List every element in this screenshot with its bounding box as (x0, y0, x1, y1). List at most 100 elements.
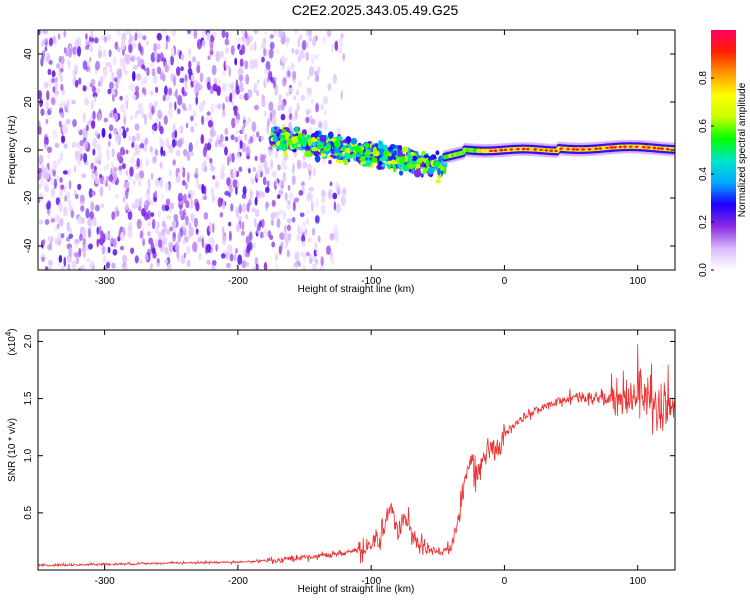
spectrogram-noise-cell (239, 58, 244, 67)
spectrogram-noise-cell (91, 190, 96, 196)
spectrogram-noise-cell (119, 95, 123, 101)
spectrogram-noise-cell (123, 115, 127, 125)
spectrogram-noise-cell (294, 251, 300, 261)
spectrogram-noise-cell (49, 37, 53, 46)
spectrogram-transition-cell (319, 136, 327, 143)
spectrogram-noise-cell (270, 219, 274, 227)
snr-multiplier-exp: 4 (4, 331, 13, 336)
spectrogram-noise-cell (134, 32, 138, 41)
spectrogram-noise-cell (232, 167, 237, 178)
spectrogram-noise-cell (160, 193, 164, 201)
spectrogram-noise-cell (164, 247, 168, 255)
spectrogram-transition-cell (435, 179, 441, 184)
spectrogram-noise-cell (58, 202, 63, 210)
spectrogram-noise-cell (48, 259, 53, 266)
spectrogram-noise-cell (291, 48, 295, 54)
spectrogram-noise-cell (224, 57, 228, 68)
spectrogram-noise-cell (106, 152, 111, 161)
spectrogram-noise-cell (214, 103, 218, 112)
spectrogram-noise-cell (159, 136, 162, 146)
spectrogram-noise-cell (85, 33, 88, 40)
spectrogram-noise-cell (90, 100, 94, 110)
spectrogram-noise-cell (87, 120, 93, 126)
spectrogram-noise-cell (172, 123, 176, 133)
spectrogram-noise-cell (116, 30, 121, 37)
spectrogram-noise-cell (63, 47, 67, 54)
spectrogram-noise-cell (233, 253, 237, 262)
spectrogram-transition-cell (320, 153, 327, 158)
spectrogram-noise-cell (210, 237, 215, 249)
spectrogram-noise-cell (148, 111, 153, 120)
spectrogram-noise-cell (211, 64, 217, 76)
snr-plot-area (38, 330, 675, 570)
spectrogram-noise-cell (200, 134, 205, 145)
spectrogram-noise-cell (63, 143, 68, 149)
spectrogram-noise-cell (77, 46, 81, 57)
spectrogram-noise-cell (296, 224, 301, 235)
spectrogram-noise-cell (241, 260, 247, 269)
spectrogram-transition-cell (397, 148, 402, 154)
spectrogram-noise-cell (245, 261, 250, 267)
spectrogram-noise-cell (99, 186, 104, 197)
spectrogram-noise-cell (275, 263, 279, 270)
spectrogram-line-peak (660, 147, 664, 150)
spectrogram-noise-cell (315, 258, 319, 266)
spectrogram-noise-cell (204, 143, 210, 151)
spectrogram-noise-cell (241, 221, 245, 231)
spectrogram-noise-cell (247, 117, 252, 124)
spectrogram-noise-cell (83, 152, 88, 163)
spectrogram-noise-cell (302, 154, 307, 161)
spectrogram-noise-cell (169, 226, 174, 232)
spectrogram-peak-cell (304, 150, 312, 158)
spectrogram-noise-cell (84, 45, 90, 51)
spectrogram-noise-cell (74, 243, 78, 249)
spectrogram-noise-cell (266, 76, 270, 83)
snr-chart: -300 -200 -100 0 100 0.5 1.0 1.5 2.0 Height of … (4, 328, 676, 595)
spectrogram-noise-cell (239, 81, 244, 92)
spectrogram-noise-cell (263, 228, 268, 238)
spectrogram-noise-cell (211, 129, 217, 137)
spectrogram-noise-cell (143, 89, 147, 96)
spectrogram-noise-cell (222, 110, 226, 118)
spectrogram-noise-cell (135, 85, 140, 92)
spectrogram-noise-cell (134, 172, 140, 181)
spectrogram-noise-cell (184, 182, 188, 190)
spectrogram-noise-cell (112, 93, 115, 102)
spectrogram-noise-cell (193, 30, 198, 39)
spectrogram-noise-cell (64, 195, 67, 203)
spectrogram-noise-cell (41, 256, 45, 263)
spectrogram-noise-cell (121, 40, 126, 48)
spectrogram-noise-cell (318, 121, 323, 129)
spectrogram-noise-cell (260, 135, 264, 141)
spectrogram-peak-cell (358, 150, 364, 156)
spectrogram-noise-cell (44, 266, 49, 270)
spectrogram-noise-cell (273, 30, 278, 37)
spectrogram-noise-cell (59, 189, 63, 199)
spectrogram-noise-cell (306, 75, 311, 81)
spectrogram-noise-cell (43, 82, 49, 89)
spectrogram-noise-cell (43, 30, 48, 35)
spectrogram-noise-cell (152, 192, 156, 201)
snr-y-axis: 0.5 1.0 1.5 2.0 (23, 334, 675, 520)
spectrogram-transition-cell (413, 169, 422, 178)
spectrogram-noise-cell (130, 156, 136, 165)
spectrogram-noise-cell (282, 174, 287, 183)
spectrogram-noise-cell (38, 30, 41, 36)
spectrogram-noise-cell (155, 86, 159, 94)
spectrogram-noise-cell (72, 69, 76, 78)
spectrogram-noise-cell (166, 215, 172, 220)
spectrogram-noise-cell (206, 32, 211, 41)
spectrogram-noise-cell (202, 99, 206, 106)
spectrogram-noise-cell (162, 74, 166, 82)
spectrogram-noise-cell (111, 71, 114, 82)
spectrogram-noise-cell (90, 120, 96, 129)
spectrogram-noise-cell (292, 201, 296, 212)
spectrogram-noise-cell (271, 241, 276, 248)
spectrogram-noise-cell (298, 190, 304, 196)
spectrogram-noise-cell (122, 110, 127, 117)
spectrogram-noise-cell (290, 62, 295, 71)
spectrogram-noise-cell (91, 85, 96, 93)
spectrogram-y-label: Frequency (Hz) (7, 116, 18, 185)
spectrogram-noise-cell (177, 49, 181, 56)
spectrogram-noise-cell (38, 154, 44, 165)
